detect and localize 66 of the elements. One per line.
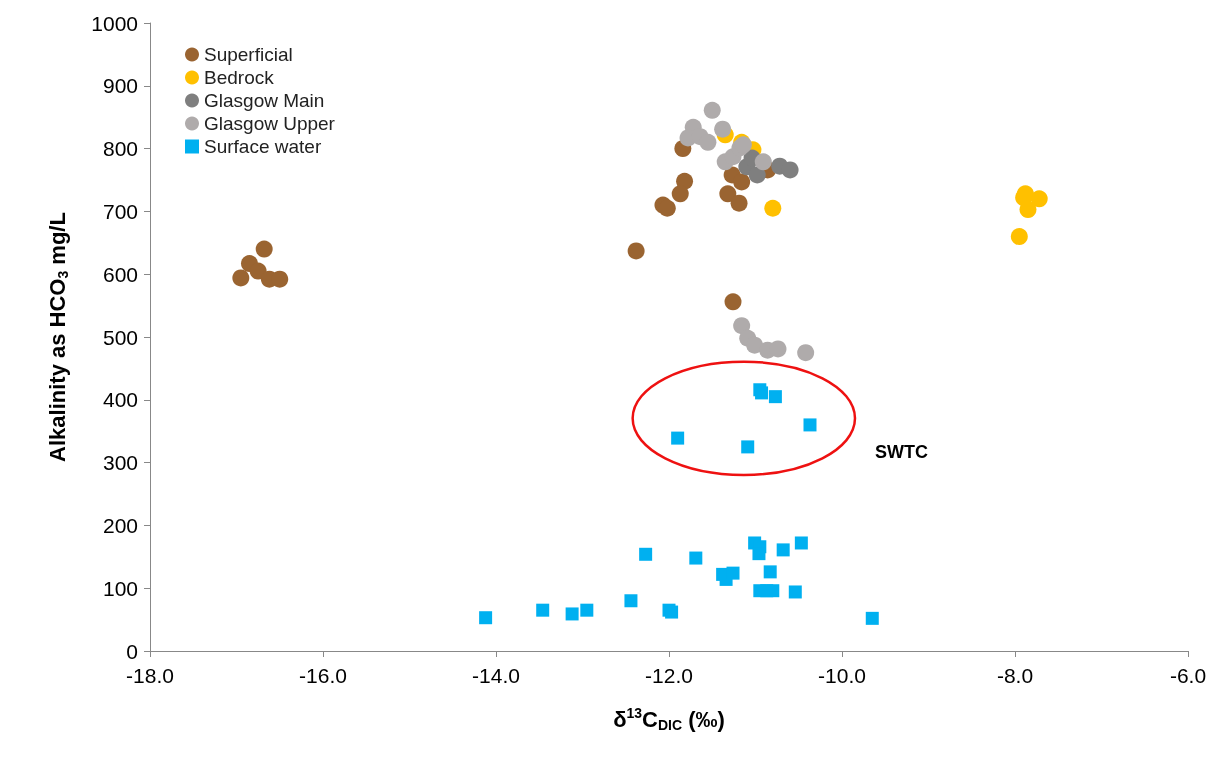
x-tick-label: -12.0: [645, 664, 693, 687]
y-tick-label: 800: [102, 137, 138, 161]
point: [1010, 228, 1028, 246]
point: [766, 584, 780, 598]
annotation: SWTC: [874, 442, 928, 463]
point: [232, 269, 250, 287]
y-tick-label: 0: [126, 639, 138, 663]
point: [730, 194, 748, 212]
y-tick-label: 700: [102, 199, 138, 223]
point: [1030, 190, 1048, 208]
point: [748, 166, 766, 184]
point: [671, 185, 689, 203]
y-tick-label: 1000: [91, 11, 138, 35]
y-tick-label: 500: [102, 325, 138, 349]
point: [776, 543, 790, 557]
legend-label: Superficial: [204, 44, 293, 65]
y-tick-label: 400: [102, 388, 138, 412]
point: [794, 536, 808, 550]
legend-label: Glasgow Upper: [204, 113, 336, 134]
x-tick-label: -18.0: [126, 664, 174, 687]
point: [803, 418, 817, 432]
point: [763, 565, 777, 579]
point: [724, 293, 742, 311]
y-tick-label: 900: [102, 74, 138, 98]
x-tick-label: -8.0: [996, 664, 1034, 687]
point: [255, 240, 273, 258]
point: [714, 120, 732, 138]
point: [1019, 201, 1037, 219]
x-tick-label: -16.0: [299, 664, 347, 687]
point: [733, 173, 751, 191]
point: [754, 153, 772, 171]
point: [746, 336, 764, 354]
point: [781, 161, 799, 179]
point: [719, 185, 737, 203]
point: [768, 390, 782, 404]
point: [536, 603, 550, 617]
point: [639, 547, 653, 561]
point: [479, 611, 493, 625]
legend-label: Surface water: [204, 136, 322, 157]
point: [624, 594, 638, 608]
x-tick-label: -14.0: [472, 664, 520, 687]
point: [788, 585, 802, 599]
y-tick-label: 100: [102, 576, 138, 600]
point: [671, 431, 685, 445]
point: [580, 603, 594, 617]
point: [726, 566, 740, 580]
legend-label: Bedrock: [204, 67, 275, 88]
y-tick-label: 300: [102, 451, 138, 475]
x-tick-label: -10.0: [818, 664, 866, 687]
point: [703, 101, 721, 119]
point: [627, 242, 645, 260]
y-axis-title: Alkalinity as HCO3 mg/L: [44, 212, 71, 462]
point: [689, 551, 703, 565]
x-tick-label: -6.0: [1169, 664, 1207, 687]
point: [752, 547, 766, 561]
point: [865, 611, 879, 625]
point: [658, 199, 676, 217]
point: [699, 133, 717, 151]
point: [797, 344, 815, 362]
point: [733, 317, 751, 335]
point: [764, 199, 782, 217]
y-tick-label: 200: [102, 513, 138, 537]
point: [741, 440, 755, 454]
y-tick-label: 600: [102, 262, 138, 286]
legend-label: Glasgow Main: [204, 90, 325, 111]
point: [565, 607, 579, 621]
